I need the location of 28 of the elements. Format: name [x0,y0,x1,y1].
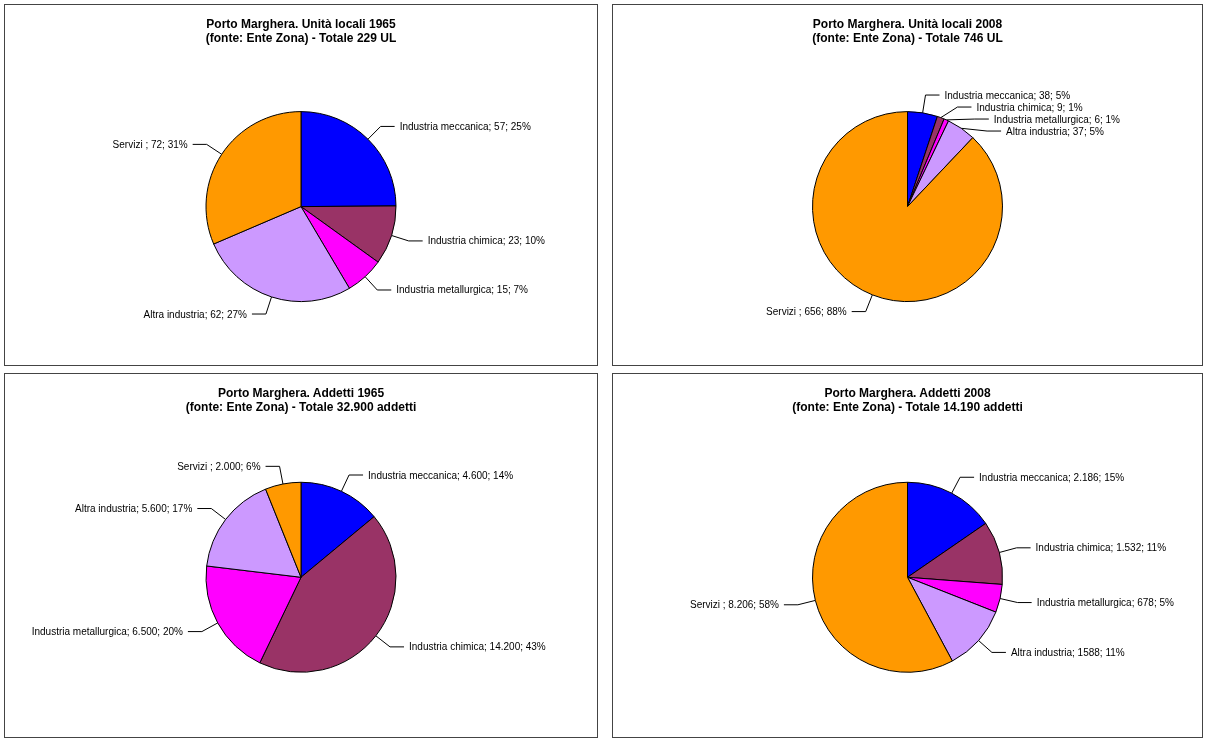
slice-label: Altra industria; 1588; 11% [1010,646,1125,658]
slice-label: Industria metallurgica; 678; 5% [1036,597,1175,609]
chart-title: Porto Marghera. Addetti 1965 [217,386,385,400]
slice-label: Industria chimica; 23; 10% [427,235,546,247]
slice-label: Altra industria; 37; 5% [1006,125,1105,137]
chart-subtitle: (fonte: Ente Zona) - Totale 14.190 addetti [792,400,1023,414]
chart-subtitle: (fonte: Ente Zona) - Totale 32.900 addetti [185,400,417,414]
chart-title: Porto Marghera. Addetti 2008 [824,386,991,400]
slice-label: Servizi ; 8.206; 58% [689,599,780,611]
slice-label: Industria meccanica; 2.186; 15% [979,471,1125,483]
slice-label: Industria meccanica; 4.600; 14% [368,469,514,481]
chart-title: Porto Marghera. Unità locali 1965 [206,17,397,31]
slice-label: Industria metallurgica; 6; 1% [993,113,1121,125]
chart-title: Porto Marghera. Unità locali 2008 [812,17,1003,31]
chart-subtitle: (fonte: Ente Zona) - Totale 229 UL [205,31,397,45]
slice-label: Industria chimica; 1.532; 11% [1035,542,1167,554]
slice-label: Industria chimica; 9; 1% [976,101,1083,113]
slice-label: Industria meccanica; 57; 25% [399,120,531,132]
slice-label: Servizi ; 2.000; 6% [177,460,261,472]
slice-label: Servizi ; 72; 31% [112,138,188,150]
chart-subtitle: (fonte: Ente Zona) - Totale 746 UL [812,31,1003,45]
slice-label: Industria metallurgica; 6.500; 20% [31,626,184,638]
slice-label: Servizi ; 656; 88% [766,306,847,318]
slice-label: Industria chimica; 14.200; 43% [409,641,546,653]
slice-label: Industria meccanica; 38; 5% [944,89,1071,101]
slice-label: Altra industria; 62; 27% [143,308,248,320]
slice-label: Altra industria; 5.600; 17% [75,503,193,515]
slice-label: Industria metallurgica; 15; 7% [396,284,529,296]
